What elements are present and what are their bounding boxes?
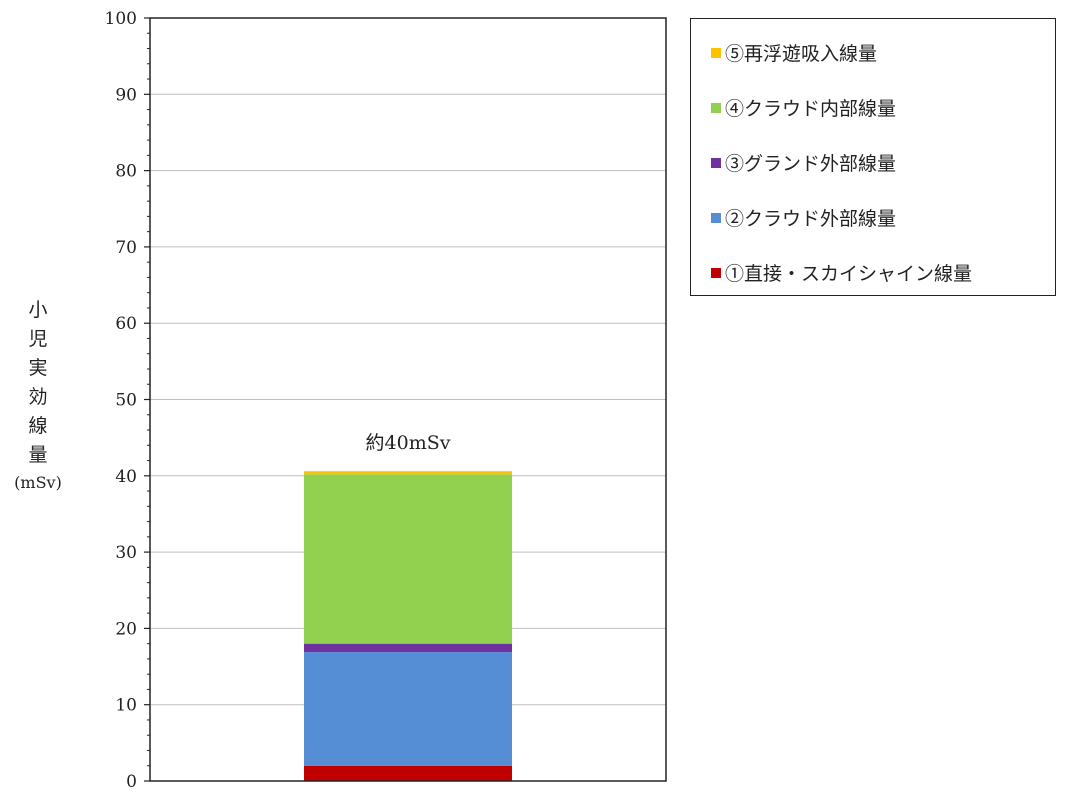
legend: ⑤再浮遊吸入線量 ④クラウド内部線量 ③グランド外部線量 ②クラウド外部線量 ①直接・ス… bbox=[690, 18, 1056, 296]
y-tick-label: 90 bbox=[115, 85, 137, 105]
legend-label: ⑤再浮遊吸入線量 bbox=[725, 43, 878, 65]
legend-label: ②クラウド外部線量 bbox=[725, 208, 897, 230]
bar-total-label: 約40mSv bbox=[366, 432, 451, 454]
bar-segment-4 bbox=[304, 474, 512, 644]
y-axis-title-char: 線 bbox=[28, 415, 48, 437]
y-tick-label: 40 bbox=[115, 467, 137, 487]
legend-swatch bbox=[711, 212, 721, 223]
y-axis-title: 小児実効線量 bbox=[6, 296, 70, 470]
bar-stack bbox=[304, 471, 512, 781]
bar-segment-3 bbox=[304, 643, 512, 653]
legend-item: ②クラウド外部線量 bbox=[711, 190, 1055, 245]
legend-swatch bbox=[711, 267, 721, 278]
y-tick-label: 100 bbox=[105, 9, 137, 29]
y-tick-label: 0 bbox=[126, 772, 137, 792]
bar-segment-1 bbox=[304, 765, 512, 781]
y-axis-title-char: 児 bbox=[28, 328, 48, 350]
bar-segment-2 bbox=[304, 652, 512, 766]
legend-item: ④クラウド内部線量 bbox=[711, 80, 1055, 135]
legend-item: ⑤再浮遊吸入線量 bbox=[711, 25, 1055, 80]
y-axis-ticks bbox=[144, 17, 150, 782]
y-axis-label: 小児実効線量 (mSv) bbox=[6, 296, 70, 496]
y-axis-title-char: 実 bbox=[28, 357, 48, 379]
y-tick-label: 20 bbox=[115, 619, 137, 639]
y-axis-tick-labels: 0 10 20 30 40 50 60 70 80 90 100 bbox=[105, 9, 137, 792]
y-axis-unit: (mSv) bbox=[14, 473, 62, 492]
y-tick-label: 10 bbox=[115, 696, 137, 716]
legend-item: ③グランド外部線量 bbox=[711, 135, 1055, 190]
y-axis-title-char: 小 bbox=[28, 299, 48, 321]
gridlines bbox=[150, 93, 666, 706]
bar-segment-5 bbox=[304, 471, 512, 475]
y-tick-label: 70 bbox=[115, 238, 137, 258]
legend-swatch bbox=[711, 102, 721, 113]
legend-label: ④クラウド内部線量 bbox=[725, 98, 897, 120]
y-axis-title-char: 効 bbox=[28, 386, 48, 408]
y-axis-title-char: 量 bbox=[28, 444, 48, 466]
legend-item: ①直接・スカイシャイン線量 bbox=[711, 245, 1055, 300]
legend-label: ①直接・スカイシャイン線量 bbox=[725, 263, 973, 285]
y-tick-label: 80 bbox=[115, 162, 137, 182]
y-tick-label: 30 bbox=[115, 543, 137, 563]
legend-label: ③グランド外部線量 bbox=[725, 153, 897, 175]
legend-swatch bbox=[711, 47, 721, 58]
legend-swatch bbox=[711, 157, 721, 168]
y-tick-label: 60 bbox=[115, 314, 137, 334]
y-tick-label: 50 bbox=[115, 391, 137, 411]
